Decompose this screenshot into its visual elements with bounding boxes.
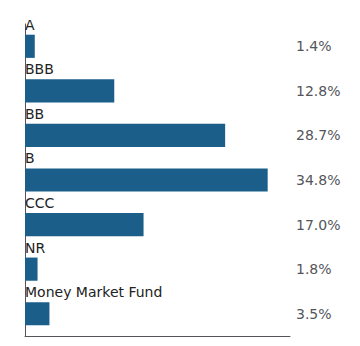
svg-text:17.0%: 17.0% bbox=[296, 217, 340, 233]
svg-text:Money Market Fund: Money Market Fund bbox=[25, 284, 162, 300]
svg-text:28.7%: 28.7% bbox=[296, 127, 340, 143]
svg-text:BBB: BBB bbox=[25, 61, 54, 77]
svg-text:NR: NR bbox=[25, 240, 45, 256]
svg-text:1.4%: 1.4% bbox=[296, 38, 332, 54]
svg-text:12.8%: 12.8% bbox=[296, 83, 340, 99]
svg-text:A: A bbox=[25, 17, 35, 33]
svg-text:1.8%: 1.8% bbox=[296, 261, 332, 277]
svg-text:3.5%: 3.5% bbox=[296, 306, 332, 322]
svg-text:CCC: CCC bbox=[25, 195, 55, 211]
svg-text:34.8%: 34.8% bbox=[296, 172, 340, 188]
svg-text:B: B bbox=[25, 150, 35, 166]
svg-text:BB: BB bbox=[25, 106, 44, 122]
